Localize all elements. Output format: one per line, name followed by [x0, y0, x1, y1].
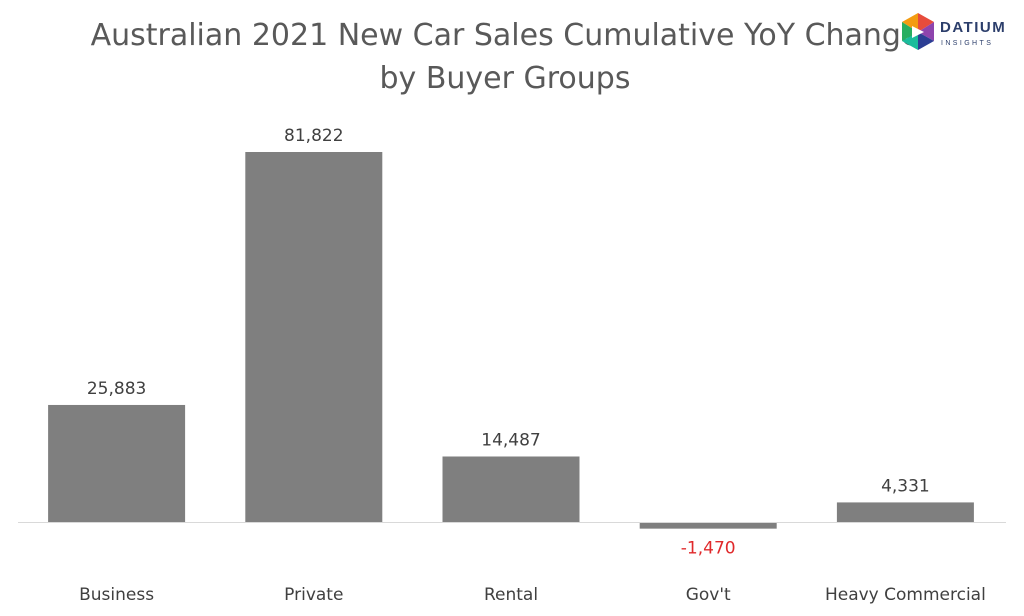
- bar-rental: [442, 456, 580, 522]
- category-label: Rental: [484, 585, 538, 605]
- bar-gov-t: [639, 522, 777, 529]
- chart-title: Australian 2021 New Car Sales Cumulative…: [90, 18, 920, 96]
- category-label: Heavy Commercial: [825, 585, 986, 605]
- data-label: -1,470: [681, 539, 736, 559]
- data-label: 25,883: [87, 379, 146, 399]
- datium-logo: DATIUM INSIGHTS: [898, 10, 1018, 54]
- bar-business: [48, 404, 186, 522]
- category-label: Business: [79, 585, 154, 605]
- category-label: Private: [284, 585, 343, 605]
- data-label: 81,822: [284, 126, 343, 146]
- data-label: 4,331: [881, 476, 930, 496]
- logo-tagline: INSIGHTS: [941, 40, 993, 47]
- bar-private: [245, 152, 383, 522]
- data-label: 14,487: [481, 430, 540, 450]
- category-label: Gov't: [686, 585, 731, 605]
- datium-logo-icon: DATIUM INSIGHTS: [902, 13, 1006, 50]
- bar-heavy-commercial: [836, 502, 974, 522]
- logo-name: DATIUM: [940, 19, 1006, 36]
